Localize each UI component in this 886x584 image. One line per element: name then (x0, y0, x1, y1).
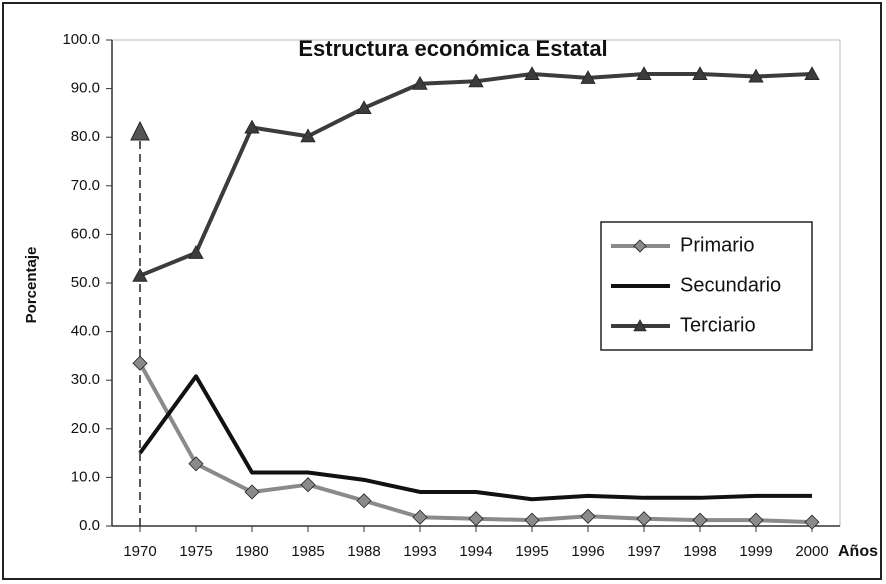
x-tick-label: 1970 (123, 543, 156, 560)
point (300, 477, 316, 493)
x-tick-label: 1988 (347, 543, 380, 560)
y-axis-label: Porcentaje (23, 247, 40, 324)
series-line (138, 374, 812, 502)
y-tick-label: 0.0 (79, 517, 100, 534)
legend-label: Primario (680, 234, 754, 256)
legend-label: Terciario (680, 314, 756, 336)
point (804, 66, 820, 81)
x-tick-label: 1995 (515, 543, 548, 560)
point (748, 68, 764, 83)
x-tick-label: 1996 (571, 543, 604, 560)
point (300, 128, 316, 143)
legend-label: Secundario (680, 274, 781, 296)
point (633, 239, 647, 253)
point (468, 73, 484, 88)
point (244, 484, 260, 500)
y-tick-label: 90.0 (71, 80, 100, 97)
x-tick-label: 1985 (291, 543, 324, 560)
x-tick-label: 1980 (235, 543, 268, 560)
point (524, 512, 540, 528)
annotation-arrowhead (130, 120, 150, 141)
y-tick-label: 30.0 (71, 371, 100, 388)
point (188, 456, 204, 472)
point (412, 75, 428, 90)
y-tick-label: 100.0 (62, 31, 100, 48)
point (188, 245, 204, 259)
point (636, 511, 652, 527)
point (356, 100, 372, 115)
point (804, 514, 820, 530)
y-tick-label: 80.0 (71, 128, 100, 145)
point (244, 119, 260, 134)
x-tick-label: 1998 (683, 543, 716, 560)
point (580, 508, 596, 524)
x-tick-label: 1999 (739, 543, 772, 560)
x-tick-label: 1997 (627, 543, 660, 560)
point (356, 493, 372, 509)
point (524, 66, 540, 81)
point (580, 70, 596, 84)
y-tick-label: 40.0 (71, 323, 100, 340)
chart-title: Estructura económica Estatal (298, 36, 607, 61)
point (692, 66, 708, 81)
y-tick-label: 20.0 (71, 420, 100, 437)
point (132, 355, 148, 371)
y-tick-label: 10.0 (71, 468, 100, 485)
point (412, 509, 428, 525)
point (636, 66, 652, 81)
point (692, 512, 708, 528)
y-tick-label: 60.0 (71, 225, 100, 242)
x-tick-label: 1975 (179, 543, 212, 560)
x-axis-label: Años (838, 543, 878, 560)
point (132, 267, 148, 282)
x-tick-label: 2000 (795, 543, 828, 560)
y-tick-label: 70.0 (71, 177, 100, 194)
point (633, 319, 647, 332)
x-tick-label: 1993 (403, 543, 436, 560)
y-tick-label: 50.0 (71, 274, 100, 291)
x-tick-label: 1994 (459, 543, 492, 560)
point (468, 511, 484, 527)
point (748, 512, 764, 528)
